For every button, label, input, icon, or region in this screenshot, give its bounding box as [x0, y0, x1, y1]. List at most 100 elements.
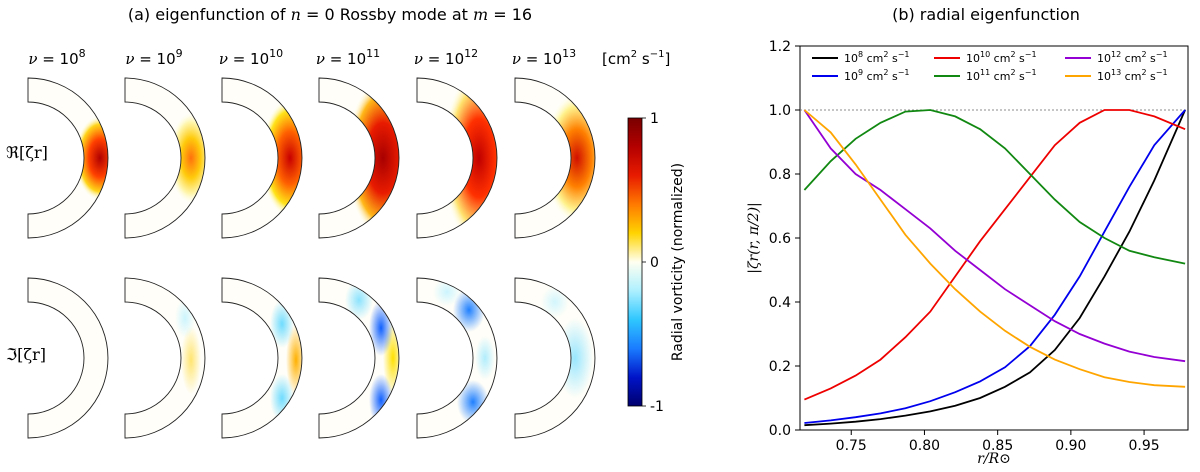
annulus-outline [514, 77, 596, 239]
annulus-outline [416, 77, 498, 239]
imag-part-map [28, 278, 108, 438]
panel-a-title: (a) eigenfunction of n = 0 Rossby mode a… [128, 5, 532, 24]
nu-header: ν = 1011 [316, 47, 380, 68]
annulus-outline [221, 277, 303, 439]
row-label-real: ℜ[ζr] [6, 143, 48, 162]
real-part-map [222, 78, 302, 238]
row-label-imag-text: ℑ[ζr] [6, 345, 46, 364]
annulus-outline [318, 277, 400, 439]
real-part-map [28, 78, 108, 238]
legend-entry: 108 cm2 s−1 [844, 50, 909, 65]
nu-base: = 10 [37, 50, 78, 68]
nu-exponent: 9 [176, 47, 183, 60]
title-part: = 0 Rossby mode at [301, 5, 473, 24]
imag-part-map [319, 278, 399, 438]
units-part: −1 [650, 49, 665, 60]
nu-header: ν = 1012 [414, 47, 478, 68]
legend-entry: 1010 cm2 s−1 [966, 50, 1037, 65]
annulus-outline [221, 77, 303, 239]
y-tick-label: 1.0 [769, 103, 791, 119]
units-part: s [637, 50, 650, 68]
annulus-outline [27, 77, 109, 239]
units-part: 2 [631, 49, 637, 60]
annulus-outline [124, 77, 206, 239]
annulus-outline [318, 77, 400, 239]
legend-entry: 1011 cm2 s−1 [966, 68, 1037, 83]
series-line [804, 109, 1186, 424]
annulus-outline [416, 277, 498, 439]
row-label-imag: ℑ[ζr] [6, 345, 46, 364]
row-label-real-text: ℜ[ζr] [6, 143, 48, 162]
y-tick-label: 0.6 [769, 231, 791, 247]
y-tick-label: 0.2 [769, 359, 791, 375]
annulus-outline [124, 277, 206, 439]
nu-exponent: 10 [269, 47, 283, 60]
legend-entry: 1012 cm2 s−1 [1097, 50, 1168, 65]
nu-base: = 10 [228, 50, 269, 68]
imag-part-map [515, 278, 595, 438]
panel-b-title: (b) radial eigenfunction [892, 5, 1080, 24]
real-part-map [319, 78, 399, 238]
units-label: [cm2 s−1] [602, 49, 670, 68]
nu-exponent: 11 [366, 47, 380, 60]
title-part: n [291, 5, 301, 24]
nu-base: = 10 [423, 50, 464, 68]
annulus-outline [27, 277, 109, 439]
annulus-outline [514, 277, 596, 439]
nu-symbol: ν [414, 50, 423, 68]
nu-exponent: 8 [79, 47, 86, 60]
nu-symbol: ν [219, 50, 228, 68]
colorbar-tick: -1 [650, 399, 664, 415]
nu-symbol: ν [28, 50, 37, 68]
nu-header: ν = 109 [125, 47, 182, 68]
series-line [803, 109, 1186, 388]
nu-header: ν = 1010 [219, 47, 283, 68]
colorbar-tick: 0 [650, 255, 659, 271]
legend-entry: 1013 cm2 s−1 [1097, 68, 1168, 83]
nu-base: = 10 [134, 50, 175, 68]
nu-header: ν = 1013 [512, 47, 576, 68]
real-part-map [125, 78, 205, 238]
series-line [803, 109, 1186, 265]
nu-symbol: ν [512, 50, 521, 68]
y-tick-label: 1.2 [769, 39, 791, 55]
nu-exponent: 12 [464, 47, 478, 60]
y-axis-label: |ζr(r, π/2)| [746, 202, 762, 274]
title-part: (a) eigenfunction of [128, 5, 291, 24]
colorbar-label: Radial vorticity (normalized) [670, 163, 686, 361]
x-tick-label: 0.95 [1128, 438, 1159, 454]
nu-base: = 10 [521, 50, 562, 68]
nu-symbol: ν [125, 50, 134, 68]
colorbar-tick: 1 [650, 111, 659, 127]
imag-part-map [125, 278, 205, 438]
imag-part-map [417, 278, 497, 438]
viscosity-headers: ν = 108 ν = 109 ν = 1010 ν = 1011 ν = 1012 ν … [28, 47, 576, 68]
imag-part-map [222, 278, 302, 438]
y-tick-label: 0.4 [769, 295, 791, 311]
y-tick-label: 0.8 [769, 167, 791, 183]
series-line [804, 109, 1186, 401]
x-tick-label: 0.80 [909, 438, 940, 454]
y-tick-label: 0.0 [769, 423, 791, 439]
title-part: = 16 [488, 5, 532, 24]
real-part-map [417, 78, 497, 238]
plot-frame [799, 45, 1189, 431]
series-line [804, 109, 1186, 427]
colorbar: 1 0 -1 Radial vorticity (normalized) [627, 111, 686, 415]
x-tick-label: 0.85 [982, 438, 1013, 454]
radial-eigenfunction-chart: 0.75 0.80 0.85 0.90 0.95 0.0 0.2 0.4 0.6 0.8 1.0 1.… [746, 39, 1189, 467]
colorbar-bar [627, 117, 643, 407]
units-part: [cm [602, 50, 631, 68]
eigenfunction-maps [27, 77, 596, 439]
title-part: m [473, 5, 488, 24]
nu-symbol: ν [316, 50, 325, 68]
units-part: ] [664, 50, 670, 68]
x-tick-label: 0.75 [836, 438, 867, 454]
x-tick-label: 0.90 [1055, 438, 1086, 454]
legend: 108 cm2 s−1 1010 cm2 s−1 1012 cm2 s−1 109 c… [812, 50, 1168, 83]
legend-entry: 109 cm2 s−1 [844, 68, 909, 83]
nu-header: ν = 108 [28, 47, 85, 68]
nu-base: = 10 [325, 50, 366, 68]
nu-exponent: 13 [562, 47, 576, 60]
